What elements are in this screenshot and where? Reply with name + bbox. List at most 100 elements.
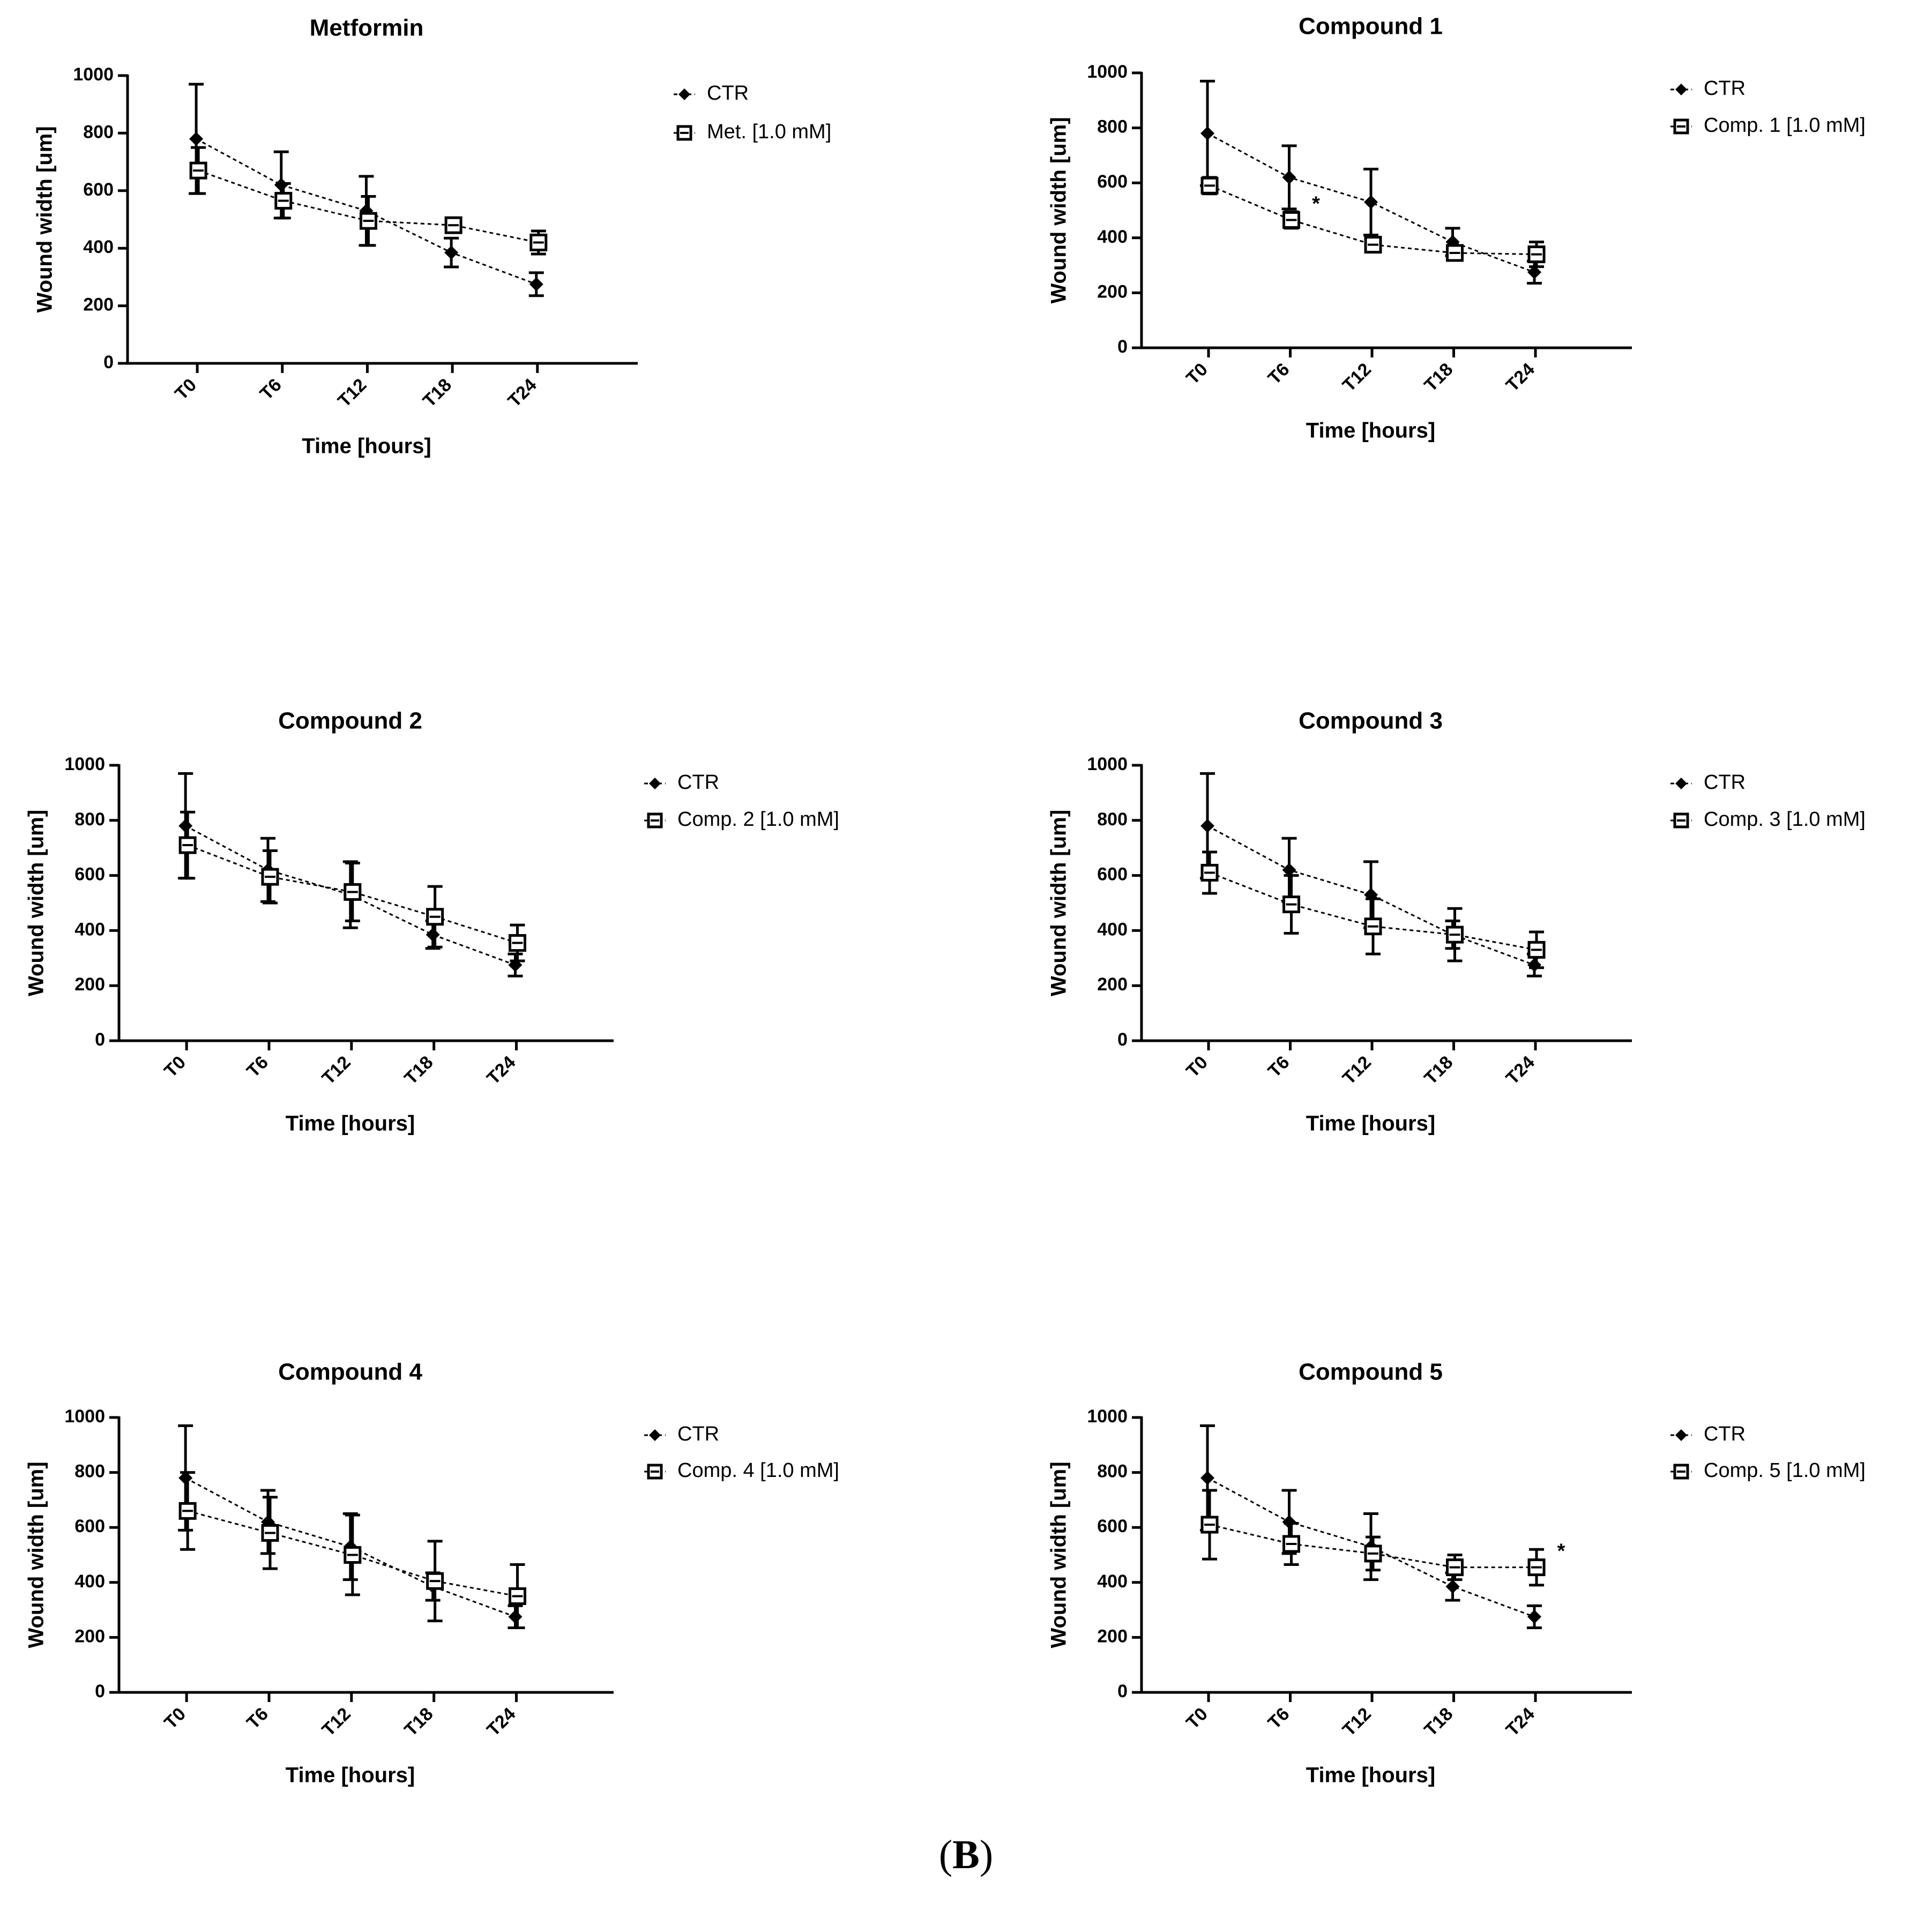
y-tick-label: 600 bbox=[1097, 864, 1128, 885]
series-line bbox=[1209, 184, 1537, 256]
data-point-square bbox=[444, 216, 463, 234]
data-point-diamond bbox=[1282, 863, 1296, 877]
data-point-square bbox=[274, 192, 293, 210]
series-line bbox=[196, 138, 537, 285]
x-tick-label: T18 bbox=[419, 375, 456, 411]
y-tick-label: 1000 bbox=[1087, 1406, 1128, 1427]
legend-label: Comp. 1 [1.0 mM] bbox=[1704, 114, 1866, 137]
legend-label: Comp. 5 [1.0 mM] bbox=[1704, 1459, 1866, 1482]
series-comp-1-1-0-mm bbox=[1200, 176, 1546, 268]
y-tick-label: 0 bbox=[95, 1681, 105, 1701]
x-tick-label: T18 bbox=[1420, 1052, 1457, 1088]
y-axis-title: Wound width [um] bbox=[1047, 1461, 1071, 1648]
data-point-square bbox=[261, 868, 279, 886]
legend-label: CTR bbox=[677, 771, 719, 794]
y-tick-label: 600 bbox=[1097, 171, 1128, 192]
data-point-diamond bbox=[1527, 1609, 1542, 1624]
y-tick-label: 200 bbox=[1097, 281, 1128, 302]
data-point-square bbox=[508, 934, 526, 952]
chart-compound-5: Compound 5 0 200 400 600 800 1000 T0 T6 T12 T18 T24… bbox=[1047, 1359, 1866, 1787]
data-point-square bbox=[1200, 1516, 1219, 1534]
data-point-diamond bbox=[529, 277, 543, 292]
x-tick-label: T12 bbox=[334, 375, 370, 411]
chart-compound-3: Compound 3 0 200 400 600 800 1000 T0 T6 T12 T18 T24… bbox=[1047, 708, 1866, 1136]
legend-marker-diamond bbox=[649, 1429, 661, 1441]
chart-compound-4: Compound 4 0 200 400 600 800 1000 T0 T6 T12 T18 T24… bbox=[25, 1359, 839, 1787]
y-tick-label: 400 bbox=[1097, 227, 1128, 247]
legend-item-comp-5-1-0-mm: Comp. 5 [1.0 mM] bbox=[1670, 1459, 1866, 1482]
legend-marker-square bbox=[676, 125, 692, 141]
chart-title: Metformin bbox=[310, 15, 424, 41]
series-ctr bbox=[178, 772, 523, 977]
data-point-square bbox=[1364, 917, 1382, 936]
legend-marker-square bbox=[1673, 118, 1689, 135]
y-tick-label: 0 bbox=[1117, 337, 1128, 357]
series-comp-3-1-0-mm bbox=[1200, 850, 1546, 969]
y-tick-label: 600 bbox=[74, 1516, 105, 1536]
legend: CTR Met. [1.0 mM] bbox=[674, 82, 831, 143]
y-tick-label: 1000 bbox=[64, 1406, 105, 1427]
x-tick-label: T12 bbox=[318, 1052, 355, 1088]
legend-marker-diamond bbox=[649, 778, 661, 789]
y-tick-label: 600 bbox=[83, 180, 114, 200]
legend-label: CTR bbox=[1704, 1423, 1745, 1445]
series-comp-5-1-0-mm bbox=[1200, 1489, 1546, 1587]
x-tick-label: T24 bbox=[1502, 1704, 1539, 1740]
legend-item-ctr: CTR bbox=[1670, 1423, 1745, 1445]
y-tick-label: 200 bbox=[1097, 1626, 1128, 1646]
data-point-square bbox=[1527, 1558, 1546, 1577]
y-axis-title: Wound width [um] bbox=[1047, 117, 1071, 303]
legend-item-ctr: CTR bbox=[644, 1423, 719, 1445]
data-point-square bbox=[261, 1524, 279, 1542]
significance-annotation: * bbox=[1312, 192, 1320, 215]
x-tick-label: T12 bbox=[1339, 1052, 1375, 1088]
data-point-square bbox=[344, 883, 362, 901]
y-tick-label: 800 bbox=[74, 1461, 105, 1482]
data-point-diamond bbox=[508, 1609, 523, 1624]
chart-title: Compound 5 bbox=[1299, 1359, 1443, 1385]
x-tick-label: T6 bbox=[1264, 359, 1294, 389]
data-point-square bbox=[508, 1587, 526, 1605]
legend-item-comp-4-1-0-mm: Comp. 4 [1.0 mM] bbox=[644, 1459, 839, 1482]
y-tick-label: 0 bbox=[1117, 1029, 1128, 1050]
legend: CTR Comp. 5 [1.0 mM] bbox=[1670, 1423, 1866, 1482]
data-point-square bbox=[344, 1546, 362, 1564]
y-tick-label: 800 bbox=[1097, 1461, 1128, 1482]
series-ctr bbox=[1200, 1424, 1542, 1629]
series-ctr bbox=[1200, 772, 1542, 977]
x-tick-label: T18 bbox=[400, 1052, 437, 1088]
data-point-square bbox=[1446, 1558, 1464, 1577]
data-point-diamond bbox=[1527, 958, 1542, 972]
y-tick-label: 400 bbox=[1097, 1571, 1128, 1592]
chart-metformin: Metformin 0 200 400 600 800 1000 T0 T6 T12 T18 T24 T… bbox=[33, 15, 832, 458]
y-tick-label: 600 bbox=[1097, 1516, 1128, 1536]
legend-marker-diamond bbox=[678, 88, 690, 100]
series-met-1-0-mm bbox=[189, 146, 548, 256]
x-tick-label: T24 bbox=[504, 375, 540, 411]
y-tick-label: 200 bbox=[83, 295, 114, 315]
x-tick-label: T0 bbox=[1182, 359, 1212, 389]
data-point-diamond bbox=[1282, 170, 1296, 184]
significance-annotation: * bbox=[1557, 1540, 1565, 1563]
data-point-square bbox=[1282, 1535, 1301, 1553]
y-tick-label: 0 bbox=[1117, 1681, 1128, 1701]
x-tick-label: T6 bbox=[1264, 1704, 1294, 1733]
data-point-diamond bbox=[1527, 265, 1542, 279]
legend-item-ctr: CTR bbox=[674, 82, 749, 105]
chart-compound-1: Compound 1 0 200 400 600 800 1000 T0 T6 T12 T18 T24… bbox=[1047, 13, 1866, 443]
legend-label: Comp. 4 [1.0 mM] bbox=[677, 1459, 839, 1482]
x-tick-label: T18 bbox=[400, 1704, 437, 1740]
data-point-square bbox=[1282, 211, 1301, 229]
y-tick-label: 400 bbox=[74, 1571, 105, 1592]
data-point-square bbox=[426, 908, 444, 926]
y-tick-label: 0 bbox=[103, 352, 114, 372]
data-point-diamond bbox=[274, 178, 288, 192]
legend-item-met-1-0-mm: Met. [1.0 mM] bbox=[674, 121, 831, 143]
x-tick-label: T6 bbox=[243, 1704, 272, 1733]
legend-label: Comp. 3 [1.0 mM] bbox=[1704, 808, 1866, 831]
data-point-square bbox=[1282, 895, 1301, 914]
legend-item-comp-3-1-0-mm: Comp. 3 [1.0 mM] bbox=[1670, 808, 1866, 831]
legend-item-comp-2-1-0-mm: Comp. 2 [1.0 mM] bbox=[644, 808, 839, 831]
legend-label: Met. [1.0 mM] bbox=[707, 121, 831, 143]
